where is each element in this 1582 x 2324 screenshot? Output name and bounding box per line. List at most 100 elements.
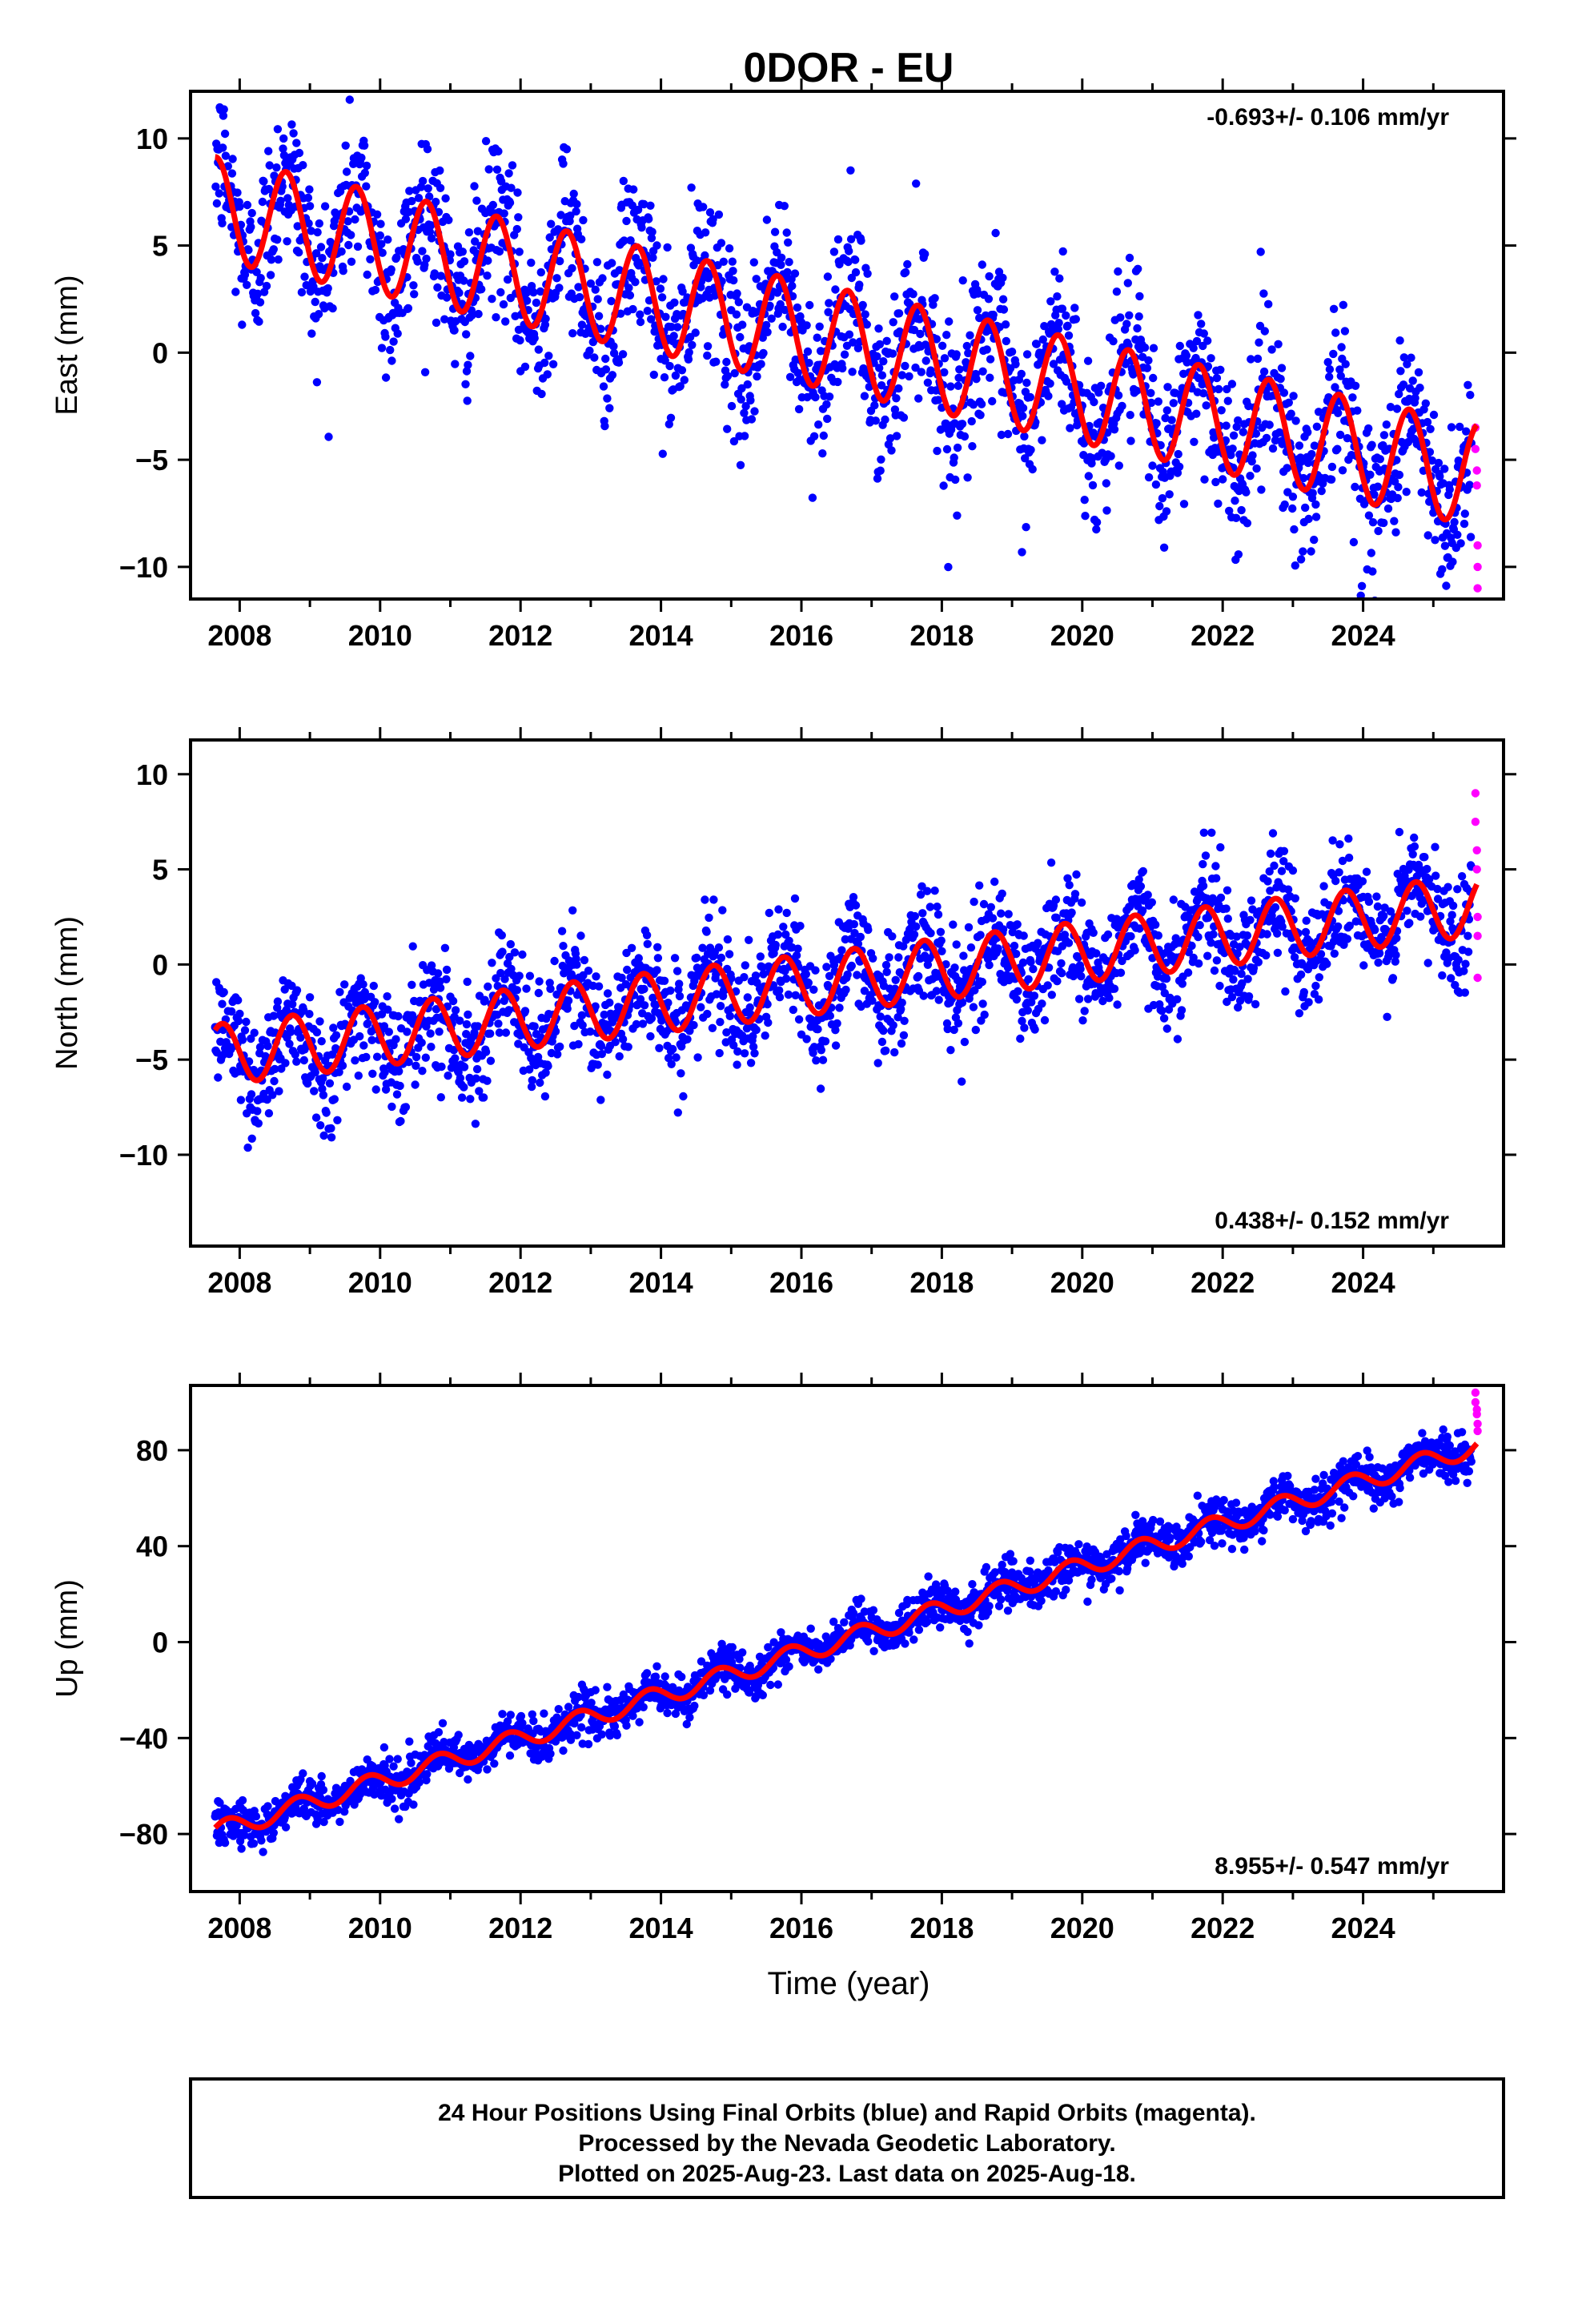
final-orbit-point (417, 1038, 426, 1047)
final-orbit-point (671, 371, 681, 380)
final-orbit-point (624, 283, 633, 292)
x-tick-label: 2014 (629, 619, 693, 652)
final-orbit-point (1199, 859, 1207, 869)
final-orbit-point (917, 368, 926, 376)
final-orbit-point (879, 357, 888, 366)
final-orbit-point (1094, 388, 1103, 397)
final-orbit-point (897, 998, 906, 1007)
final-orbit-point (1234, 416, 1243, 425)
final-orbit-point (477, 285, 486, 294)
final-orbit-point (1088, 480, 1098, 490)
east-frame (189, 90, 1505, 601)
final-orbit-point (379, 1022, 389, 1031)
final-orbit-point (1103, 930, 1113, 939)
final-orbit-point (670, 954, 680, 963)
final-orbit-point (1281, 987, 1290, 996)
final-orbit-point (1215, 981, 1224, 991)
final-orbit-point (1112, 287, 1122, 296)
final-orbit-point (737, 384, 746, 393)
final-orbit-point (1329, 304, 1339, 313)
final-orbit-point (986, 903, 996, 912)
final-orbit-point (1438, 971, 1447, 980)
final-orbit-point (1116, 313, 1125, 322)
final-orbit-point (488, 295, 496, 304)
final-orbit-point (1040, 1015, 1050, 1025)
final-orbit-point (235, 1009, 244, 1019)
final-orbit-point (1434, 458, 1443, 468)
final-orbit-point (592, 258, 602, 267)
final-orbit-point (976, 411, 985, 420)
final-orbit-point (815, 322, 824, 331)
final-orbit-point (1415, 384, 1424, 392)
final-orbit-point (1032, 340, 1042, 348)
final-orbit-point (1408, 850, 1417, 859)
final-orbit-point (844, 257, 853, 267)
final-orbit-point (498, 947, 507, 956)
final-orbit-point (1416, 912, 1425, 921)
final-orbit-point (939, 481, 948, 490)
final-orbit-point (1427, 456, 1437, 465)
final-orbit-point (676, 382, 685, 391)
final-orbit-point (746, 1059, 756, 1068)
final-orbit-point (891, 975, 900, 985)
final-orbit-point (926, 929, 935, 938)
final-orbit-point (1016, 1034, 1025, 1043)
final-orbit-point (776, 300, 785, 309)
final-orbit-point (432, 318, 441, 328)
final-orbit-point (392, 1090, 402, 1099)
final-orbit-point (1255, 338, 1263, 347)
final-orbit-point (255, 1043, 265, 1051)
final-orbit-point (736, 460, 745, 469)
final-orbit-point (1383, 504, 1393, 513)
final-orbit-point (1102, 479, 1111, 488)
final-orbit-point (504, 1006, 513, 1015)
final-orbit-point (743, 993, 752, 1002)
final-orbit-point (745, 1003, 754, 1012)
final-orbit-point (287, 120, 296, 129)
final-orbit-point (247, 223, 255, 231)
final-orbit-point (1335, 365, 1344, 374)
final-orbit-point (460, 1083, 468, 1092)
final-orbit-point (863, 269, 872, 278)
final-orbit-point (846, 235, 856, 243)
final-orbit-point (450, 326, 459, 335)
final-orbit-point (675, 991, 685, 1001)
final-orbit-point (1030, 991, 1039, 1000)
final-orbit-point (623, 965, 632, 975)
final-orbit-point (673, 967, 682, 975)
final-orbit-point (1334, 922, 1343, 931)
final-orbit-point (1443, 883, 1452, 891)
final-orbit-point (1210, 966, 1219, 975)
final-orbit-point (264, 147, 273, 155)
final-orbit-point (972, 375, 981, 384)
final-orbit-point (1259, 289, 1268, 298)
final-orbit-point (648, 227, 656, 236)
final-orbit-point (741, 961, 749, 970)
final-orbit-point (1114, 267, 1122, 276)
final-orbit-point (894, 953, 903, 962)
final-orbit-point (874, 324, 883, 333)
final-orbit-point (254, 1119, 263, 1128)
final-orbit-point (1159, 543, 1169, 552)
final-orbit-point (1327, 462, 1337, 472)
final-orbit-point (964, 923, 974, 932)
final-orbit-point (607, 296, 616, 306)
final-orbit-point (669, 332, 678, 340)
final-orbit-point (1179, 500, 1189, 509)
x-tick-label: 2022 (1191, 1266, 1255, 1299)
final-orbit-point (818, 449, 827, 458)
final-orbit-point (236, 1096, 246, 1104)
final-orbit-point (273, 125, 283, 134)
final-orbit-point (401, 1103, 411, 1112)
final-orbit-point (833, 235, 843, 244)
final-orbit-point (500, 209, 508, 218)
final-orbit-point (344, 240, 353, 250)
final-orbit-point (1263, 930, 1271, 939)
final-orbit-point (1247, 896, 1256, 905)
final-orbit-point (1114, 391, 1123, 400)
final-orbit-point (858, 300, 867, 310)
final-orbit-point (371, 1085, 380, 1094)
final-orbit-point (1411, 393, 1419, 403)
final-orbit-point (1234, 550, 1243, 559)
final-orbit-point (1001, 320, 1010, 329)
